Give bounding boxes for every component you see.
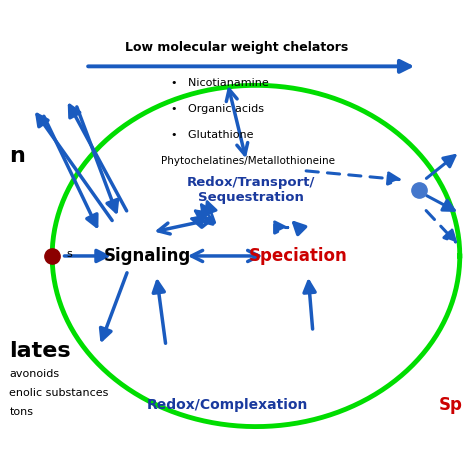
Text: •   Glutathione: • Glutathione <box>171 130 253 140</box>
Text: n: n <box>9 146 25 166</box>
Text: s: s <box>66 248 72 259</box>
Text: Sp: Sp <box>438 396 462 414</box>
Text: avonoids: avonoids <box>9 369 60 380</box>
Text: Redox/Complexation: Redox/Complexation <box>147 398 308 412</box>
Text: Low molecular weight chelators: Low molecular weight chelators <box>126 41 348 54</box>
Text: Phytochelatines/Metallothioneine: Phytochelatines/Metallothioneine <box>161 156 335 166</box>
Text: Redox/Transport/
Sequestration: Redox/Transport/ Sequestration <box>187 175 315 204</box>
Text: tons: tons <box>9 407 34 418</box>
Text: Signaling: Signaling <box>103 247 191 265</box>
Text: •   Organic acids: • Organic acids <box>171 104 264 114</box>
Text: enolic substances: enolic substances <box>9 388 109 399</box>
Text: •   Nicotianamine: • Nicotianamine <box>171 78 268 88</box>
Text: lates: lates <box>9 341 71 361</box>
Text: Speciation: Speciation <box>249 247 348 265</box>
